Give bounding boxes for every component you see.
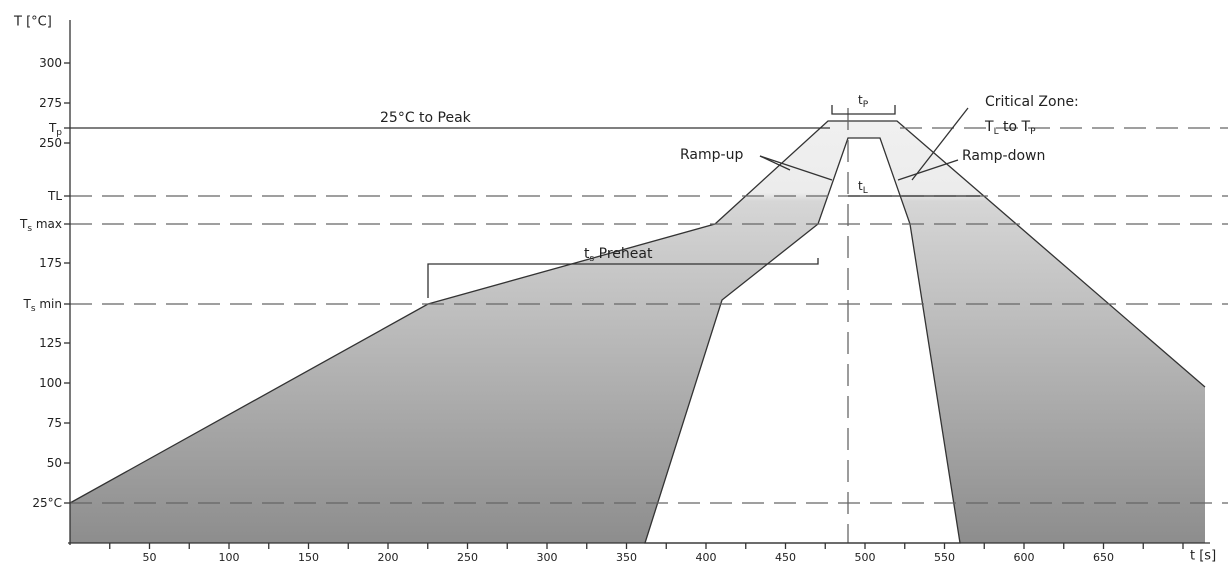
reference-lines bbox=[70, 105, 1228, 543]
label-part: T bbox=[19, 217, 28, 231]
label-part: TL bbox=[47, 189, 62, 203]
label-part: Ramp-up bbox=[680, 147, 743, 163]
label-part: P bbox=[1030, 127, 1036, 137]
label-part: min bbox=[36, 297, 62, 311]
label-part: 175 bbox=[39, 256, 62, 270]
x-tick-label: 600 bbox=[1014, 551, 1035, 564]
label-part: max bbox=[32, 217, 62, 231]
x-tick-label: 500 bbox=[855, 551, 876, 564]
label-part: 25°C to Peak bbox=[380, 110, 472, 126]
label-part: T bbox=[23, 297, 32, 311]
label: ts Preheat bbox=[584, 246, 653, 264]
profile bbox=[69, 120, 1206, 544]
x-tick-label: 300 bbox=[537, 551, 558, 564]
label-part: Ramp-down bbox=[962, 148, 1045, 164]
label-part: P bbox=[863, 100, 869, 110]
x-tick-label: 100 bbox=[219, 551, 240, 564]
label: Ramp-up bbox=[680, 147, 743, 163]
x-tick-label: 650 bbox=[1093, 551, 1114, 564]
label-part: 75 bbox=[47, 416, 62, 430]
label: 75 bbox=[47, 416, 62, 430]
label-part: L bbox=[863, 186, 868, 196]
label: tL bbox=[858, 179, 868, 196]
label: 25°C bbox=[32, 496, 62, 510]
label: 125 bbox=[39, 336, 62, 350]
label-part: L bbox=[994, 127, 999, 137]
label: Ramp-down bbox=[962, 148, 1045, 164]
y-axis-label: T [°C] bbox=[13, 15, 52, 30]
label-part: s bbox=[31, 304, 36, 314]
x-tick-label: 550 bbox=[934, 551, 955, 564]
label-part: s bbox=[27, 224, 32, 234]
label-part: 300 bbox=[39, 56, 62, 70]
label-part: T bbox=[984, 119, 994, 135]
label: tP bbox=[858, 93, 869, 110]
label: TL bbox=[47, 189, 62, 203]
x-tick-label: 350 bbox=[616, 551, 637, 564]
label-part: p bbox=[56, 128, 62, 138]
label: 300 bbox=[39, 56, 62, 70]
x-tick-label: 50 bbox=[143, 551, 157, 564]
x-tick-label: 200 bbox=[378, 551, 399, 564]
label-part: Preheat bbox=[594, 246, 653, 262]
label-part: Critical Zone: bbox=[985, 94, 1079, 110]
label-part: s bbox=[590, 254, 595, 264]
label-part: t bbox=[858, 179, 863, 193]
axes bbox=[68, 20, 1210, 545]
x-axis-label: t [s] bbox=[1190, 549, 1216, 564]
label-part: 275 bbox=[39, 96, 62, 110]
label-part: 250 bbox=[39, 136, 62, 150]
label-part: 50 bbox=[47, 456, 62, 470]
label: 100 bbox=[39, 376, 62, 390]
label: Critical Zone: bbox=[985, 94, 1079, 110]
label: TL to TP bbox=[984, 119, 1036, 137]
label: 275 bbox=[39, 96, 62, 110]
label: Tp bbox=[48, 121, 62, 138]
label-part: 25°C bbox=[32, 496, 62, 510]
label-part: 100 bbox=[39, 376, 62, 390]
x-tick-label: 400 bbox=[696, 551, 717, 564]
label: Ts max bbox=[19, 217, 62, 234]
label: 25°C to Peak bbox=[380, 110, 472, 126]
label: 250 bbox=[39, 136, 62, 150]
label: 175 bbox=[39, 256, 62, 270]
x-tick-label: 450 bbox=[775, 551, 796, 564]
label-part: t bbox=[858, 93, 863, 107]
x-tick-label: 250 bbox=[457, 551, 478, 564]
label-part: to T bbox=[999, 119, 1031, 135]
x-tick-label: 150 bbox=[298, 551, 319, 564]
label-part: T bbox=[48, 121, 57, 135]
label-part: 125 bbox=[39, 336, 62, 350]
label: Ts min bbox=[23, 297, 63, 314]
label-part: t bbox=[584, 246, 590, 262]
label: 50 bbox=[47, 456, 62, 470]
